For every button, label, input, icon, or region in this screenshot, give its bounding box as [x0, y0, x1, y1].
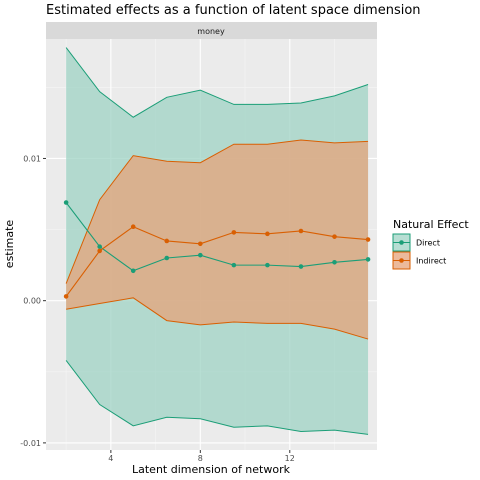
confidence-bands [65, 47, 369, 435]
direct-point [130, 268, 136, 274]
x-axis-ticks: 4 8 12 [108, 450, 295, 463]
direct-point [63, 200, 69, 205]
indirect-band-upper [65, 139, 369, 284]
indirect-point [298, 228, 304, 234]
x-axis-title: Latent dimension of network [132, 463, 291, 476]
y-axis-title: estimate [3, 220, 16, 269]
direct-point [198, 252, 203, 258]
direct-point [298, 264, 304, 269]
direct-point [97, 244, 102, 249]
direct-line [65, 202, 369, 272]
direct-band-lower [65, 360, 369, 435]
x-tick-label: 4 [108, 454, 113, 463]
indirect-point [198, 241, 203, 247]
series-points [63, 200, 371, 299]
direct-point [265, 262, 270, 268]
y-tick-label: -0.01 [20, 439, 41, 448]
legend-items: Direct Indirect [392, 233, 446, 270]
indirect-point [97, 248, 102, 254]
y-axis-ticks: -0.01 0.00 0.01 [20, 154, 46, 448]
legend-key-point-direct [399, 240, 404, 245]
direct-point [365, 257, 371, 262]
legend-title: Natural Effect [393, 218, 469, 231]
indirect-point [332, 234, 337, 239]
indirect-band [66, 139, 369, 340]
direct-band-upper [65, 47, 369, 118]
indirect-point [231, 230, 237, 235]
indirect-band-lower [66, 297, 369, 340]
legend-key-point-indirect [399, 258, 404, 263]
y-tick-label: 0.01 [23, 154, 41, 163]
indirect-point [164, 238, 170, 244]
y-tick-label: 0.00 [23, 297, 41, 306]
indirect-point [63, 294, 69, 299]
direct-point [164, 255, 170, 261]
indirect-line [65, 226, 369, 297]
direct-point [332, 259, 337, 265]
series-lines [65, 202, 369, 297]
indirect-point [365, 237, 371, 242]
chart-title: Estimated effects as a function of laten… [46, 3, 421, 18]
facet-strip [46, 22, 377, 39]
x-tick-label: 8 [198, 454, 203, 463]
legend: Natural Effect Direct Indirect [392, 218, 469, 270]
direct-point [231, 262, 237, 268]
indirect-point [130, 224, 136, 230]
facet-label: money [197, 27, 225, 36]
legend-label-direct: Direct [416, 239, 440, 248]
legend-label-indirect: Indirect [416, 257, 446, 266]
indirect-point [265, 231, 270, 237]
x-tick-label: 12 [285, 454, 295, 463]
